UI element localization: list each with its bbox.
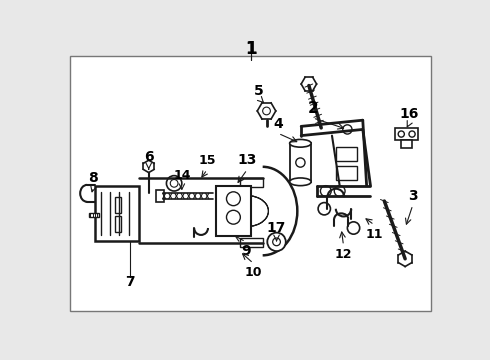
Circle shape: [268, 233, 286, 251]
Text: 17: 17: [267, 221, 286, 235]
Text: 1: 1: [245, 40, 257, 58]
Circle shape: [409, 131, 415, 137]
Bar: [240, 178, 263, 187]
Ellipse shape: [290, 139, 311, 147]
Text: 10: 10: [245, 266, 262, 279]
Bar: [336, 147, 357, 161]
Bar: [95, 186, 140, 241]
Bar: [290, 143, 311, 182]
Circle shape: [226, 210, 240, 224]
Text: 5: 5: [254, 84, 264, 98]
Text: 4: 4: [273, 117, 283, 131]
Circle shape: [296, 158, 305, 167]
Text: 7: 7: [125, 275, 135, 289]
Circle shape: [263, 107, 270, 115]
Circle shape: [318, 203, 330, 215]
Text: 9: 9: [241, 244, 250, 258]
Circle shape: [226, 192, 240, 206]
Text: 14: 14: [173, 169, 191, 182]
Text: 6: 6: [144, 150, 153, 164]
Text: 12: 12: [335, 248, 352, 261]
Circle shape: [398, 131, 404, 137]
Bar: [115, 216, 121, 232]
Bar: [156, 189, 164, 202]
Bar: [336, 166, 357, 180]
Text: 15: 15: [198, 154, 216, 167]
Bar: [115, 197, 121, 213]
Bar: [401, 140, 412, 148]
Circle shape: [347, 222, 360, 234]
Circle shape: [167, 176, 182, 191]
Circle shape: [334, 186, 345, 197]
Circle shape: [343, 125, 352, 134]
Text: 13: 13: [238, 153, 257, 167]
Ellipse shape: [290, 178, 311, 186]
Text: 11: 11: [366, 228, 383, 240]
Text: 1: 1: [245, 40, 257, 58]
Bar: [395, 128, 418, 140]
Text: 16: 16: [399, 107, 418, 121]
Bar: [89, 213, 99, 217]
Text: 2: 2: [307, 101, 318, 116]
Text: 3: 3: [408, 189, 417, 203]
Circle shape: [320, 186, 331, 197]
Circle shape: [171, 180, 178, 187]
Bar: [217, 186, 251, 236]
Text: 8: 8: [88, 171, 98, 185]
Bar: [240, 238, 263, 247]
Circle shape: [272, 238, 280, 246]
